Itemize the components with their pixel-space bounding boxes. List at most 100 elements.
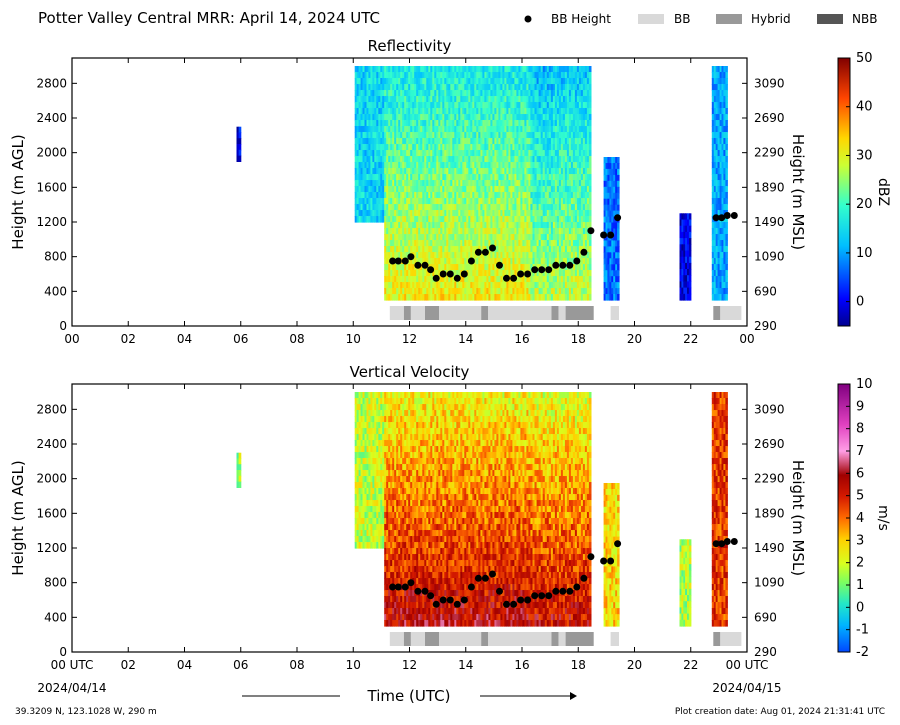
echo-cell: [410, 114, 413, 121]
echo-cell: [496, 246, 499, 253]
echo-cell: [494, 282, 497, 289]
echo-cell: [498, 120, 501, 127]
echo-cell: [412, 288, 415, 295]
echo-cell: [412, 150, 415, 157]
echo-cell: [460, 258, 463, 265]
echo-cell: [713, 192, 717, 199]
echo-cell: [416, 222, 419, 229]
echo-cell: [574, 72, 578, 79]
echo-cell: [356, 174, 360, 181]
echo-cell: [436, 126, 439, 133]
echo-cell: [462, 252, 465, 259]
echo-cell: [617, 210, 620, 218]
echo-cell: [582, 138, 586, 145]
echo-cell: [617, 240, 620, 247]
echo-cell: [526, 222, 529, 229]
echo-cell: [564, 144, 568, 151]
echo-cell: [723, 270, 726, 277]
echo-cell: [396, 294, 399, 301]
echo-cell: [558, 240, 562, 247]
echo-cell: [564, 150, 568, 157]
echo-cell: [605, 216, 608, 224]
echo-cell: [504, 126, 507, 133]
echo-cell: [556, 270, 560, 277]
echo-cell: [554, 222, 558, 229]
echo-cell: [609, 282, 612, 289]
echo-cell: [502, 252, 505, 259]
echo-cell: [532, 216, 536, 223]
echo-cell: [494, 180, 497, 187]
echo-cell: [438, 186, 441, 193]
echo-cell: [452, 180, 455, 187]
echo-cell: [715, 162, 719, 169]
echo-cell: [719, 222, 723, 229]
echo-cell: [424, 198, 427, 205]
echo-cell: [512, 114, 515, 121]
echo-cell: [428, 168, 431, 175]
echo-cell: [456, 228, 459, 235]
echo-cell: [498, 102, 501, 109]
echo-cell: [364, 84, 368, 91]
echo-cell: [576, 192, 580, 199]
echo-cell: [460, 228, 463, 235]
echo-cell: [568, 270, 572, 277]
echo-cell: [522, 72, 525, 79]
echo-cell: [488, 252, 491, 259]
echo-cell: [613, 276, 616, 283]
echo-cell: [374, 162, 377, 169]
echo-cell: [412, 96, 415, 103]
echo-cell: [564, 198, 568, 205]
echo-cell: [510, 180, 513, 187]
echo-cell: [520, 108, 523, 115]
echo-cell: [384, 126, 387, 133]
echo-cell: [452, 186, 455, 193]
echo-cell: [514, 66, 517, 73]
echo-cell: [426, 126, 429, 133]
echo-cell: [460, 246, 463, 253]
echo-cell: [510, 234, 513, 241]
echo-cell: [534, 276, 538, 283]
echo-cell: [554, 210, 558, 217]
echo-cell: [548, 246, 552, 253]
echo-cell: [438, 234, 441, 241]
echo-cell: [442, 90, 445, 97]
echo-cell: [494, 150, 497, 157]
echo-cell: [609, 204, 612, 212]
echo-cell: [460, 150, 463, 157]
echo-cell: [398, 210, 401, 217]
echo-cell: [396, 168, 399, 175]
echo-cell: [392, 288, 395, 295]
echo-cell: [522, 252, 525, 259]
echo-cell: [576, 84, 580, 91]
echo-cell: [472, 210, 475, 217]
echo-cell: [538, 204, 542, 211]
echo-cell: [474, 120, 477, 127]
echo-cell: [546, 180, 550, 187]
echo-cell: [534, 126, 538, 133]
echo-cell: [396, 216, 399, 223]
echo-cell: [607, 163, 610, 170]
echo-cell: [420, 126, 423, 133]
echo-cell: [438, 156, 441, 163]
echo-cell: [534, 90, 538, 97]
echo-cell: [530, 216, 533, 223]
echo-cell: [556, 72, 560, 79]
echo-cell: [390, 294, 393, 301]
echo-cell: [418, 282, 421, 289]
echo-cell: [450, 198, 453, 205]
echo-cell: [617, 252, 620, 259]
echo-cell: [484, 120, 487, 127]
echo-cell: [568, 114, 572, 121]
echo-cell: [450, 78, 453, 85]
echo-cell: [498, 156, 501, 163]
echo-cell: [611, 258, 614, 265]
echo-cell: [558, 288, 562, 295]
echo-cell: [556, 102, 560, 109]
echo-cell: [360, 186, 364, 193]
echo-cell: [504, 252, 507, 259]
echo-cell: [466, 120, 469, 127]
echo-cell: [408, 144, 411, 151]
echo-cell: [540, 228, 544, 235]
echo-cell: [550, 78, 554, 85]
echo-cell: [554, 78, 558, 85]
